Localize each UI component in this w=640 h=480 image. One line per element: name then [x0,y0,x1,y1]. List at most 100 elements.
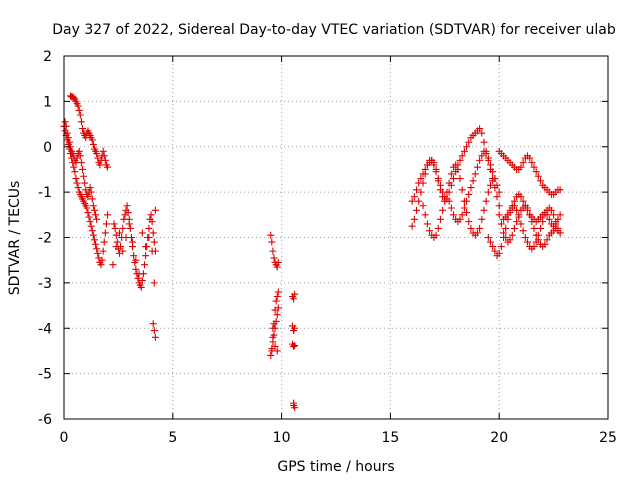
data-point [102,220,110,228]
data-point [537,224,545,232]
data-point [528,159,536,167]
data-point [443,188,451,196]
data-point [123,202,131,210]
data-point [495,202,503,210]
data-point [274,288,282,296]
data-point [436,215,444,223]
data-point [149,320,157,328]
data-point [497,243,505,251]
data-point [556,186,564,194]
data-point [450,175,458,183]
data-point [125,220,133,228]
data-point [70,94,78,102]
data-point [270,254,278,262]
data-point [534,172,542,180]
data-point [482,197,490,205]
data-point [491,175,499,183]
data-point [508,202,516,210]
data-point [473,229,481,237]
data-point [458,152,466,160]
data-point [291,290,299,298]
data-point [495,188,503,196]
data-point [134,274,142,282]
data-point [290,342,298,350]
data-point [273,347,281,355]
data-point [452,161,460,169]
grid-lines [64,56,608,419]
data-point [88,227,96,235]
data-point [530,224,538,232]
data-point [99,247,107,255]
data-point [129,238,137,246]
data-point [271,342,279,350]
data-point [86,184,94,192]
data-point [423,220,431,228]
data-point [421,211,429,219]
data-point [495,249,503,257]
data-point [269,333,277,341]
data-point [76,111,84,119]
data-point [432,165,440,173]
data-point [101,229,109,237]
data-point [84,209,92,217]
x-tick-label: 10 [273,430,291,446]
data-point [532,231,540,239]
data-point [419,170,427,178]
data-point [74,102,82,110]
data-point [519,159,527,167]
data-point [493,193,501,201]
data-point [122,234,130,241]
data-point [93,150,101,158]
data-point [471,170,479,178]
data-point [460,147,468,155]
data-point [100,238,108,246]
data-point [89,202,97,210]
data-point [506,206,514,214]
data-point [486,238,494,246]
data-point [83,204,91,212]
data-point [519,197,527,205]
data-point [98,256,106,264]
data-point [482,150,490,158]
data-point [415,179,423,187]
data-point [463,143,471,151]
data-point [547,206,555,214]
data-point [94,249,102,257]
data-point [270,320,278,328]
data-point [421,165,429,173]
x-tick-labels: 0 5 10 15 20 25 [60,430,617,446]
y-tick-label: 1 [43,94,52,110]
data-point [76,152,84,160]
data-point [504,211,512,219]
data-point [413,206,421,214]
data-point [81,179,89,187]
data-point [517,163,525,171]
data-point [63,129,71,137]
data-point [87,222,95,230]
data-point [110,220,118,228]
data-point [528,218,536,226]
data-point [273,263,281,271]
data-point [273,292,281,300]
data-point [112,243,120,251]
data-point [151,333,159,341]
chart-title: Day 327 of 2022, Sidereal Day-to-day VTE… [52,22,616,38]
data-point [80,172,88,180]
data-point [100,152,108,160]
data-point [434,224,442,232]
x-tick-label: 5 [168,430,177,446]
data-point [550,211,558,219]
data-point [484,188,492,196]
data-point [142,252,150,260]
data-point [273,311,281,319]
data-point [70,163,78,171]
y-tick-labels: -6 -5 -4 -3 -2 -1 0 1 2 [38,49,52,428]
x-axis-label: GPS time / hours [277,459,394,475]
data-point [458,186,466,194]
data-point [109,261,117,269]
data-point [478,129,486,137]
data-point [135,270,143,278]
data-point [493,181,501,189]
y-tick-label: 2 [43,49,52,65]
data-point [439,206,447,214]
